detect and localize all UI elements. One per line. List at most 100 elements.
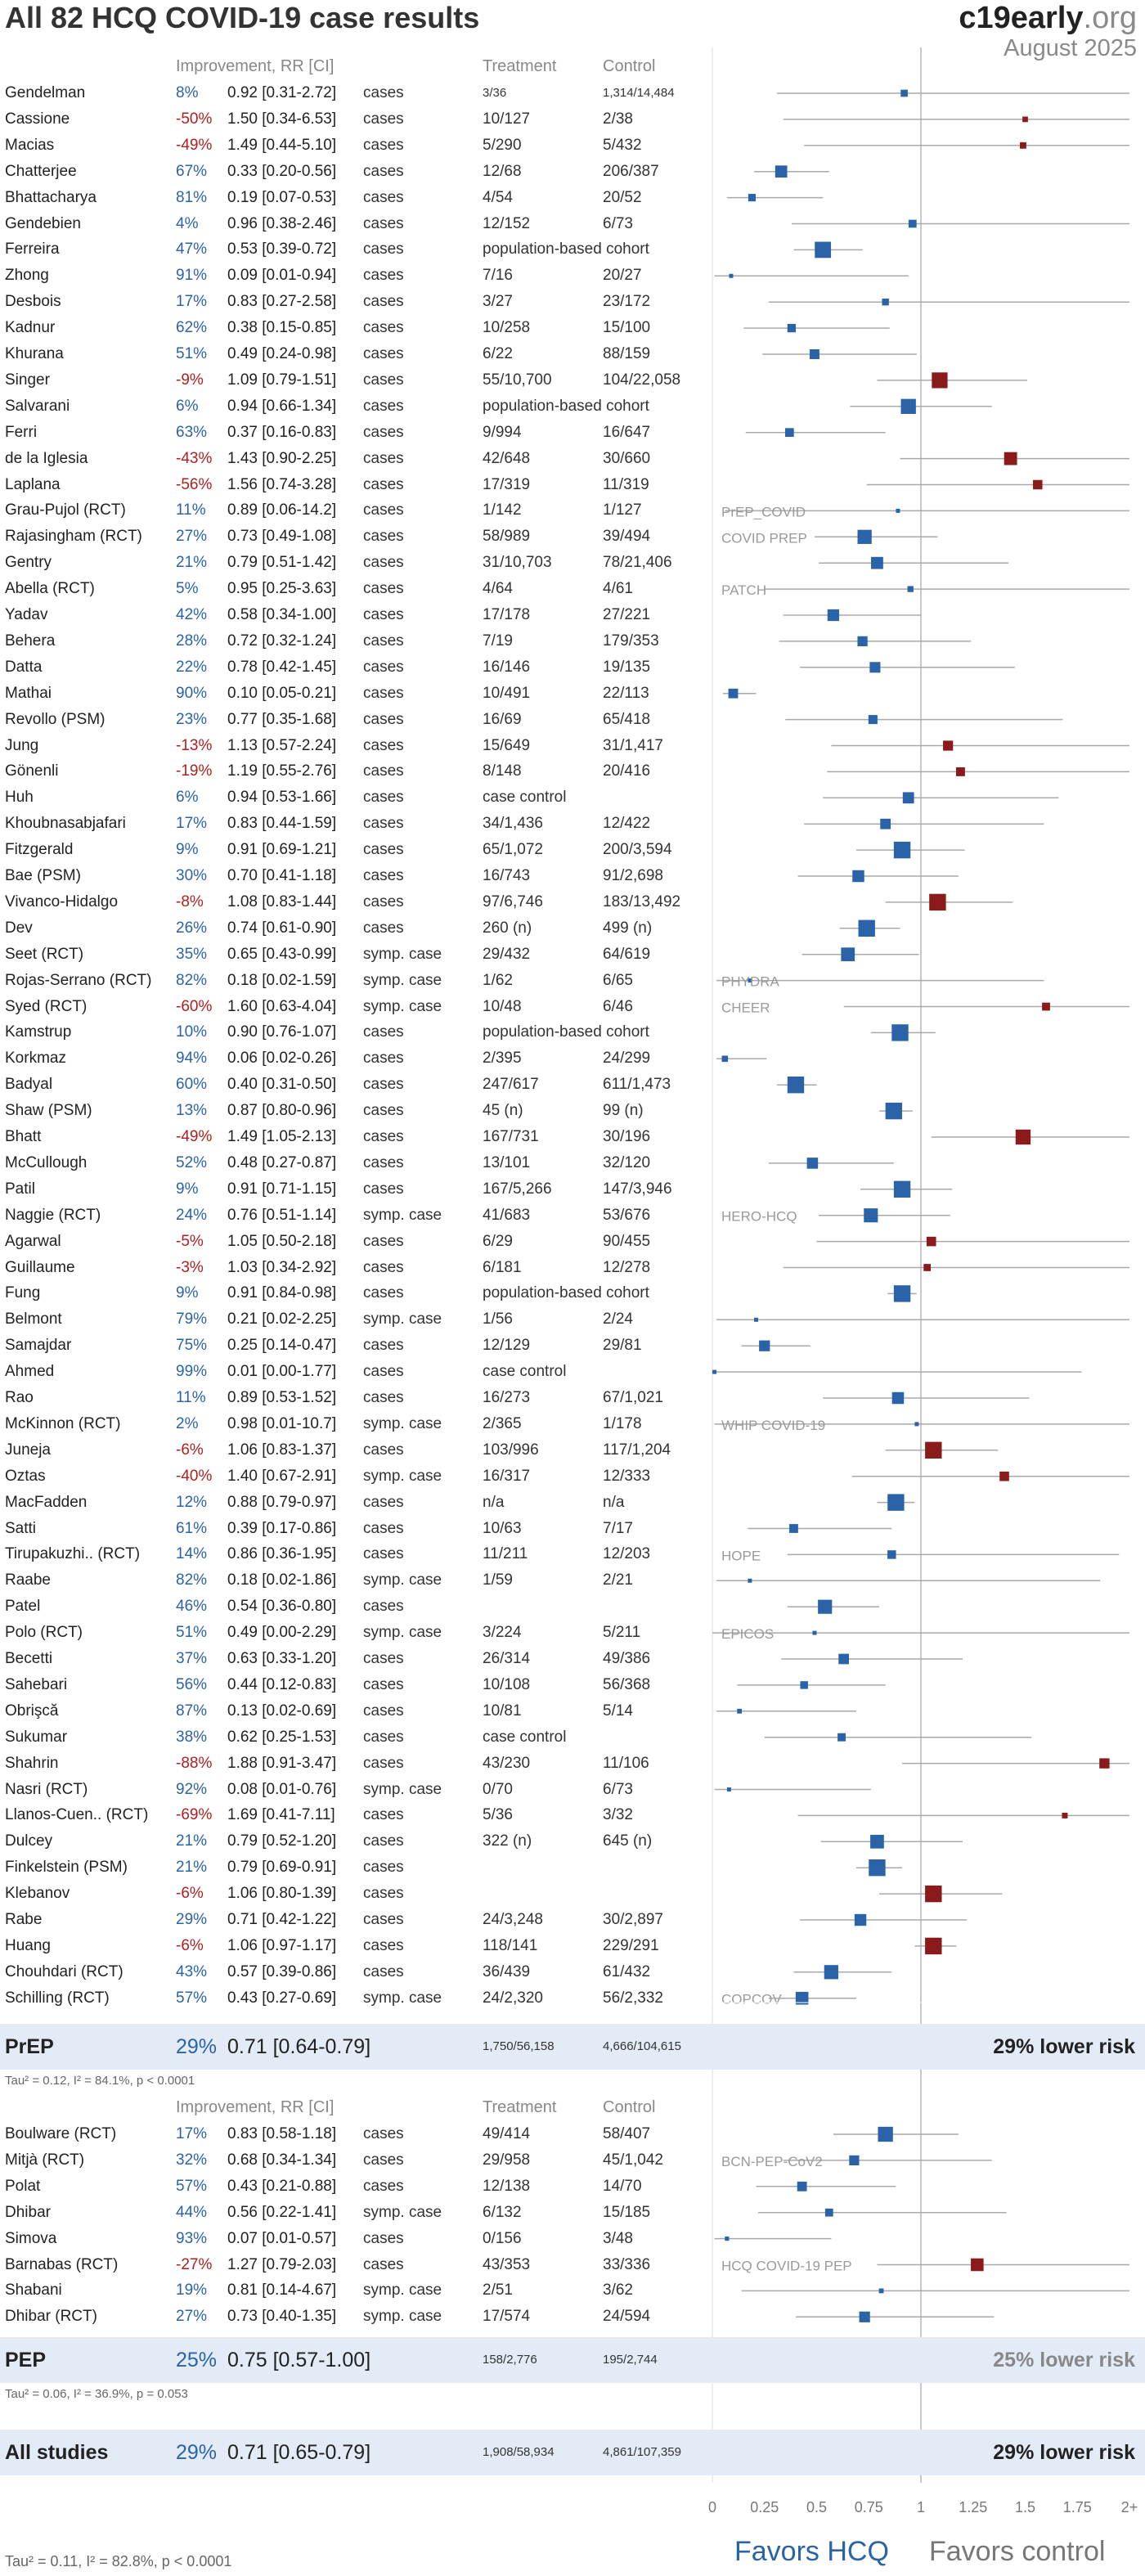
- study-outcome-type: cases: [363, 1337, 404, 1355]
- study-name: McKinnon (RCT): [5, 1414, 121, 1432]
- study-row: Laplana -56% 1.56 [0.74-3.28] cases 17/319 11…: [0, 472, 712, 498]
- study-trial-name: PATCH: [721, 582, 766, 598]
- study-name: Kadnur: [5, 319, 56, 337]
- study-rr-ci: 0.07 [0.01-0.57]: [227, 2229, 337, 2247]
- study-improvement: 92%: [176, 1780, 208, 1798]
- study-rr-ci: 0.92 [0.31-2.72]: [227, 84, 337, 101]
- study-row: Guillaume -3% 1.03 [0.34-2.92] cases 6/181 12…: [0, 1255, 712, 1281]
- study-outcome-type: cases: [363, 501, 404, 519]
- study-rr-ci: 1.49 [1.05-2.13]: [227, 1128, 337, 1145]
- study-rr-ci: 1.43 [0.90-2.25]: [227, 449, 337, 467]
- study-name: Datta: [5, 658, 43, 676]
- study-row: Sahebari 56% 0.44 [0.12-0.83] cases 10/108 56…: [0, 1672, 712, 1698]
- study-control: 20/27: [603, 267, 642, 285]
- study-row: Rojas-Serrano (RCT) 82% 0.18 [0.02-1.59] sy…: [0, 968, 712, 994]
- study-improvement: 87%: [176, 1702, 208, 1720]
- study-improvement: 14%: [176, 1545, 208, 1563]
- study-rr-ci: 0.58 [0.34-1.00]: [227, 606, 337, 623]
- study-row: Macias -49% 1.49 [0.44-5.10] cases 5/290 5/43…: [0, 133, 712, 159]
- study-point: [882, 298, 889, 306]
- study-rr-ci: 0.54 [0.36-0.80]: [227, 1598, 337, 1616]
- study-rr-ci: 0.91 [0.69-1.21]: [227, 841, 337, 859]
- study-row: Khurana 51% 0.49 [0.24-0.98] cases 6/22 88/15…: [0, 341, 712, 367]
- summary-improvement: 25%: [176, 2349, 218, 2371]
- study-control: 29/81: [603, 1337, 642, 1355]
- study-control: 30/196: [603, 1128, 651, 1145]
- study-control: 20/416: [603, 762, 651, 780]
- study-rr-ci: 1.06 [0.97-1.17]: [227, 1936, 337, 1954]
- study-name: Desbois: [5, 293, 61, 311]
- study-outcome-type: cases: [363, 762, 404, 780]
- summary-rr-ci: 0.75 [0.57-1.00]: [227, 2349, 371, 2371]
- study-name: Juneja: [5, 1441, 51, 1459]
- study-improvement: 9%: [176, 1284, 199, 1302]
- study-rr-ci: 0.94 [0.53-1.66]: [227, 789, 337, 807]
- study-improvement: 24%: [176, 1206, 208, 1224]
- study-outcome-type: cases: [363, 2177, 404, 2195]
- study-row: Polo (RCT) 51% 0.49 [0.00-2.29] symp. case 3…: [0, 1620, 712, 1646]
- study-outcome-type: cases: [363, 1702, 404, 1720]
- study-point: [900, 398, 916, 414]
- study-outcome-type: cases: [363, 2125, 404, 2142]
- study-outcome-type: symp. case: [363, 945, 442, 963]
- x-tick-label: 0.25: [750, 2499, 779, 2515]
- study-improvement: 51%: [176, 1624, 208, 1642]
- study-point: [907, 586, 914, 592]
- study-improvement: 42%: [176, 606, 208, 623]
- study-rr-ci: 0.63 [0.33-1.20]: [227, 1650, 337, 1667]
- study-point: [854, 1913, 867, 1926]
- study-rr-ci: 0.81 [0.14-4.67]: [227, 2282, 337, 2300]
- study-name: Macias: [5, 136, 55, 154]
- study-improvement: 11%: [176, 1389, 206, 1406]
- study-rr-ci: 0.40 [0.31-0.50]: [227, 1076, 337, 1094]
- study-treatment: 5/290: [483, 136, 522, 154]
- study-rr-ci: 0.18 [0.02-1.86]: [227, 1571, 337, 1589]
- study-improvement: 27%: [176, 2308, 208, 2326]
- study-name: Chatterjee: [5, 162, 77, 180]
- study-point: [871, 556, 883, 569]
- summary-control: 195/2,744: [603, 2353, 658, 2367]
- study-row: Rabe 29% 0.71 [0.42-1.22] cases 24/3,248 30/2…: [0, 1907, 712, 1933]
- study-treatment: 6/29: [483, 1232, 513, 1250]
- study-point: [893, 841, 911, 859]
- study-point: [887, 1550, 896, 1559]
- study-control: 1,314/14,484: [603, 86, 675, 100]
- study-treatment: 1/62: [483, 971, 513, 989]
- study-improvement: -3%: [176, 1258, 204, 1276]
- study-treatment: 2/51: [483, 2282, 513, 2300]
- summary-heterogeneity: Tau² = 0.06, I² = 36.9%, p = 0.053: [5, 2387, 188, 2401]
- study-outcome-type: cases: [363, 710, 404, 728]
- study-point: [902, 792, 914, 804]
- study-treatment: population-based cohort: [483, 241, 649, 258]
- study-name: Nasri (RCT): [5, 1780, 88, 1798]
- study-point: [900, 89, 908, 97]
- study-control: 16/647: [603, 423, 651, 441]
- study-outcome-type: cases: [363, 1754, 404, 1772]
- study-outcome-type: cases: [363, 136, 404, 154]
- study-rr-ci: 0.25 [0.14-0.47]: [227, 1337, 337, 1355]
- study-name: Dev: [5, 919, 33, 937]
- study-control: 14/70: [603, 2177, 642, 2195]
- study-name: Revollo (PSM): [5, 710, 106, 728]
- study-name: McCullough: [5, 1153, 88, 1171]
- study-improvement: 30%: [176, 867, 208, 884]
- study-control: 61/432: [603, 1962, 651, 1980]
- study-row: Fitzgerald 9% 0.91 [0.69-1.21] cases 65/1,07…: [0, 837, 712, 863]
- study-point: [878, 2288, 884, 2294]
- x-tick-label: 1.25: [959, 2499, 987, 2515]
- study-trial-name: HOPE: [721, 1548, 761, 1563]
- study-rr-ci: 0.91 [0.71-1.15]: [227, 1180, 337, 1198]
- study-improvement: 27%: [176, 528, 208, 546]
- study-name: Gendelman: [5, 84, 86, 101]
- study-name: Gönenli: [5, 762, 59, 780]
- brand-date: August 2025: [1004, 35, 1137, 61]
- summary-row-prep: PrEP 29% 0.71 [0.64-0.79] 1,750/56,158 4,666…: [0, 2034, 1145, 2060]
- study-outcome-type: cases: [363, 397, 404, 415]
- study-control: 53/676: [603, 1206, 651, 1224]
- study-name: Mathai: [5, 684, 52, 702]
- study-row: Revollo (PSM) 23% 0.77 [0.35-1.68] cases 16/…: [0, 707, 712, 733]
- study-treatment: 97/6,746: [483, 892, 543, 910]
- study-point: [887, 1494, 905, 1511]
- study-row: Chatterjee 67% 0.33 [0.20-0.56] cases 12/68 2…: [0, 159, 712, 185]
- study-outcome-type: cases: [363, 658, 404, 676]
